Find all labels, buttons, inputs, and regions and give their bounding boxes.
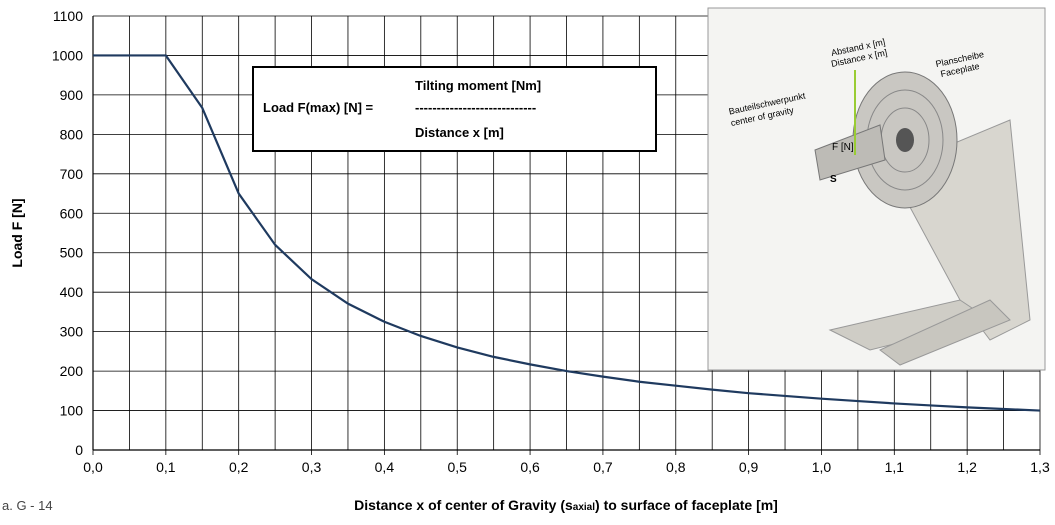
workpiece: [814, 124, 886, 181]
illustration: Abstand x [m] Distance x [m] Planscheibe…: [707, 7, 1046, 371]
y-tick-label: 500: [60, 245, 84, 261]
x-tick-label: 0,4: [375, 459, 395, 475]
x-tick-label: 1,3: [1030, 459, 1050, 475]
x-tick-label: 0,0: [83, 459, 103, 475]
y-tick-label: 900: [60, 87, 84, 103]
x-tick-label: 0,7: [593, 459, 613, 475]
faceplate-hole: [896, 128, 914, 152]
x-label-text: Distance x of center of Gravity (s: [354, 497, 573, 513]
x-tick-label: 0,3: [302, 459, 322, 475]
x-axis-label: Distance x of center of Gravity (saxial)…: [354, 497, 778, 513]
y-tick-label: 400: [60, 284, 84, 300]
x-tick-label: 1,2: [957, 459, 977, 475]
formula-box: Load F(max) [N] = Tilting moment [Nm] --…: [252, 66, 657, 152]
formula-lhs: Load F(max) [N] =: [263, 100, 374, 115]
foot: [879, 299, 1011, 366]
y-tick-label: 1000: [52, 47, 83, 63]
x-tick-label: 0,2: [229, 459, 249, 475]
illustration-label: S: [830, 174, 837, 185]
x-tick-label: 1,0: [812, 459, 832, 475]
plot: [93, 54, 1041, 412]
y-tick-label: 700: [60, 166, 84, 182]
x-label-text: ) to surface of faceplate [m]: [595, 497, 778, 513]
y-tick-label: 600: [60, 205, 84, 221]
y-tick-label: 1100: [53, 8, 83, 24]
y-tick-label: 200: [60, 363, 84, 379]
formula-denominator: Distance x [m]: [415, 125, 504, 140]
y-tick-label: 300: [60, 324, 84, 340]
illustration-label: F [N]: [832, 142, 854, 153]
x-label-sub: axial: [573, 502, 595, 513]
y-tick-label: 800: [60, 126, 84, 142]
x-tick-label: 0,6: [520, 459, 540, 475]
x-tick-label: 0,1: [156, 459, 176, 475]
x-tick-label: 0,9: [739, 459, 759, 475]
x-tick-label: 0,8: [666, 459, 686, 475]
y-tick-label: 100: [60, 403, 84, 419]
x-tick-label: 0,5: [447, 459, 467, 475]
formula-bar: ----------------------------: [415, 100, 536, 115]
y-tick-label: 0: [75, 442, 83, 458]
formula-numerator: Tilting moment [Nm]: [415, 78, 541, 93]
figure-label: a. G - 14: [2, 498, 53, 513]
y-axis-label: Load F [N]: [9, 198, 25, 267]
data-line: [93, 54, 1041, 412]
x-tick-label: 1,1: [885, 459, 905, 475]
formula-frame: [252, 66, 657, 152]
